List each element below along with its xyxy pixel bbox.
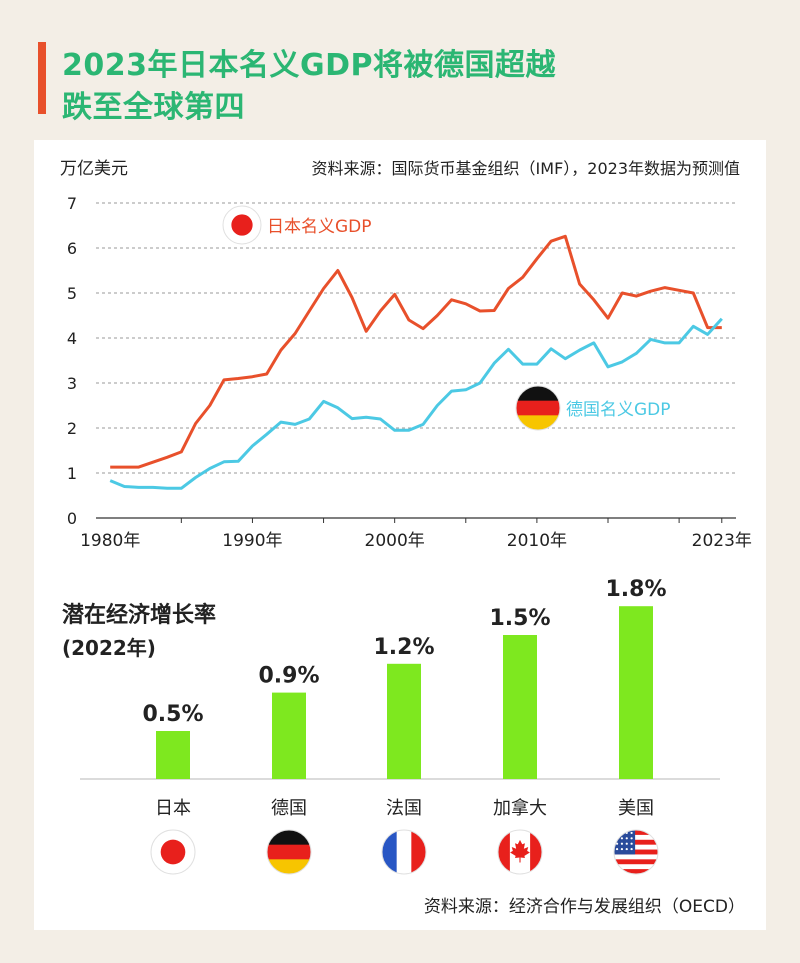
y-tick-label: 5 [67, 284, 77, 303]
page-subtitle: 跌至全球第四 [62, 90, 245, 125]
bar-5 [619, 606, 653, 779]
y-tick-label: 0 [67, 509, 77, 528]
france-flag-icon [381, 829, 427, 875]
japan-flag-icon [150, 829, 196, 875]
y-tick-label: 4 [67, 329, 77, 348]
germany-gdp-line [109, 317, 723, 490]
bar-category-label: 日本 [155, 798, 191, 819]
bar-2 [272, 692, 306, 779]
y-tick-label: 7 [67, 194, 77, 213]
germany-flag-icon [515, 385, 561, 431]
japan-series-label: 日本名义GDP [267, 217, 372, 237]
line-chart-source: 资料来源：国际货币基金组织（IMF），2023年数据为预测值 [312, 159, 740, 178]
germany-series-label: 德国名义GDP [566, 400, 671, 420]
y-tick-label: 6 [67, 239, 77, 258]
bar-value-label: 1.5% [489, 606, 550, 631]
japan-gdp-line [110, 234, 722, 469]
bar-category-label: 加拿大 [493, 797, 547, 819]
bar-value-label: 1.8% [605, 577, 666, 602]
canada-flag-icon [497, 829, 543, 875]
x-tick-label: 2000年 [365, 531, 425, 551]
maple-leaf-icon [510, 839, 530, 863]
x-tick-label: 1980年 [80, 531, 140, 551]
bar-3 [387, 663, 421, 779]
y-tick-label: 2 [67, 419, 77, 438]
bar-1 [156, 731, 190, 779]
usa-flag-icon [613, 829, 659, 875]
title-accent-bar [38, 42, 46, 114]
bar-chart-title: 潜在经济增长率 [62, 602, 216, 628]
page-title: 2023年日本名义GDP将被德国超越 [62, 48, 557, 83]
y-axis-unit-label: 万亿美元 [60, 159, 128, 179]
x-tick-label: 2023年 [692, 531, 752, 551]
bar-category-label: 美国 [618, 798, 654, 819]
bar-chart-subtitle: (2022年) [62, 636, 156, 660]
japan-flag-icon [222, 205, 262, 245]
y-tick-label: 3 [67, 374, 77, 393]
bar-chart-source: 资料来源：经济合作与发展组织（OECD） [424, 897, 745, 917]
bar-category-label: 德国 [271, 798, 307, 819]
bar-category-label: 法国 [386, 798, 422, 819]
bar-4 [503, 635, 537, 779]
bar-value-label: 1.2% [373, 635, 434, 660]
bar-value-label: 0.5% [142, 702, 203, 727]
x-tick-label: 2010年 [507, 531, 567, 551]
chart-card [34, 140, 766, 930]
y-tick-label: 1 [67, 464, 77, 483]
bar-value-label: 0.9% [258, 664, 319, 689]
x-tick-label: 1990年 [222, 531, 282, 551]
germany-flag-icon [266, 829, 312, 875]
